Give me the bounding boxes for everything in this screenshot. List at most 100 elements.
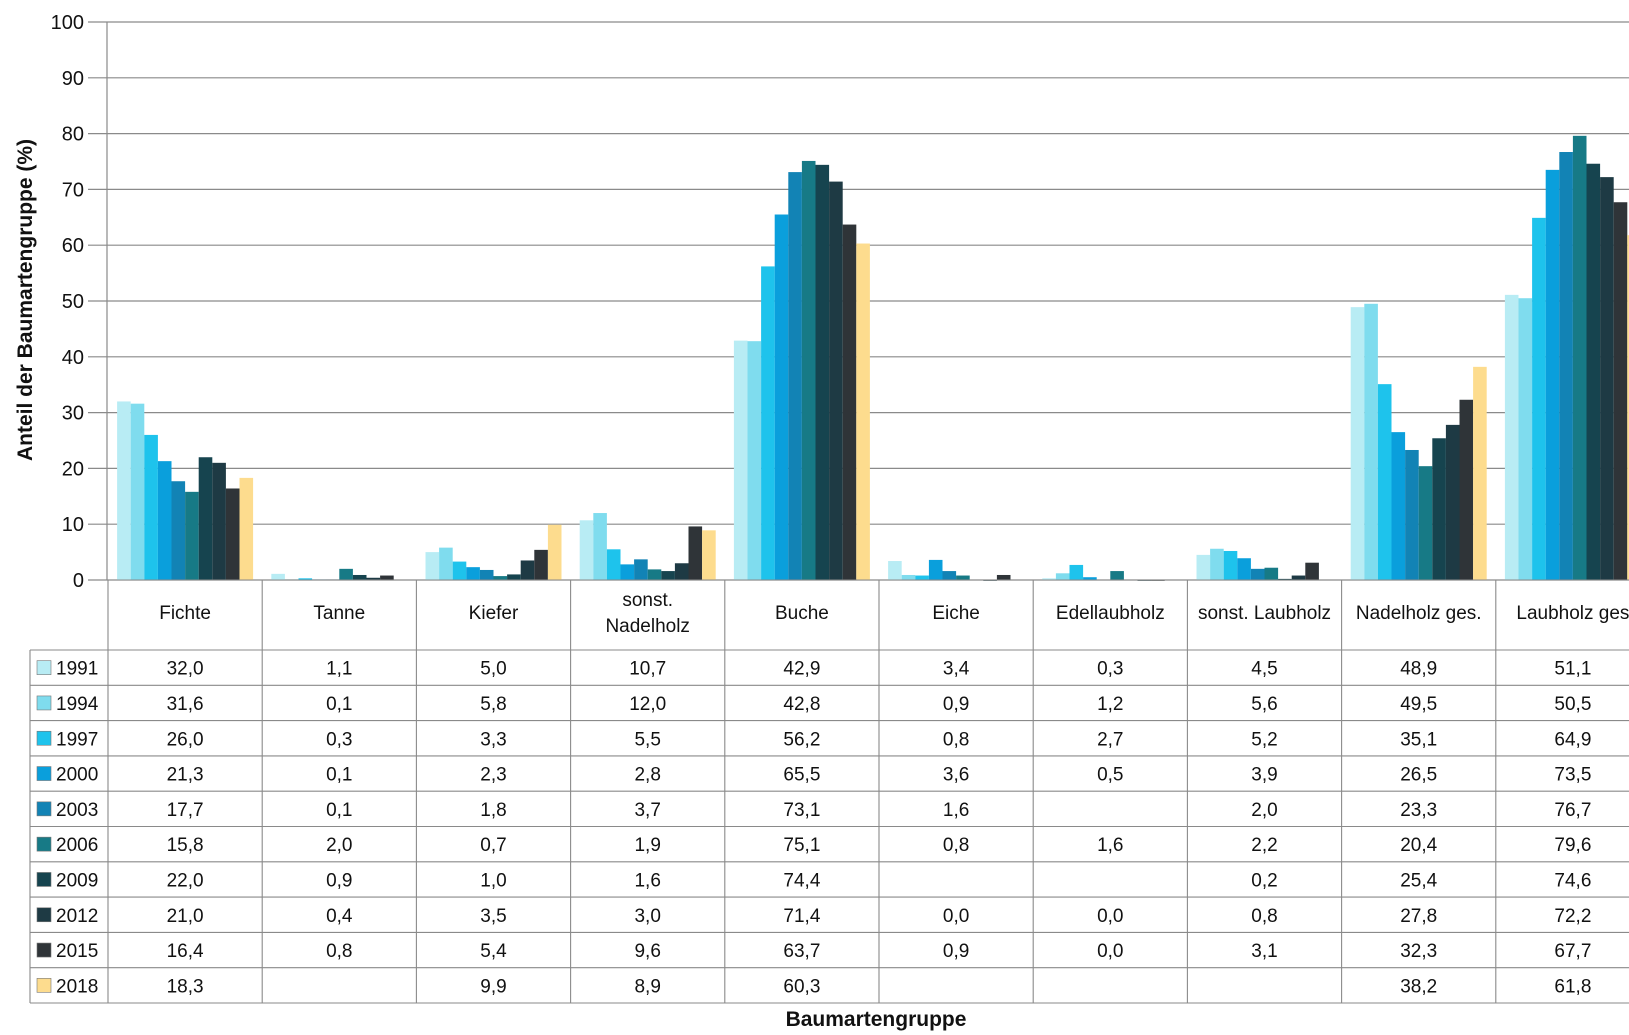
data-label: 74,4 [783,870,820,891]
bar-1991-6 [888,561,902,580]
data-label: 0,1 [326,694,352,715]
bar-2003-4 [634,559,648,580]
data-label: 3,9 [1251,765,1277,786]
bar-2006-3 [493,576,508,580]
data-label: 8,9 [634,976,660,997]
data-label: 0,4 [326,906,353,927]
data-label: 0,0 [1097,906,1123,927]
bar-2012-4 [674,563,689,580]
data-label: 0,1 [326,765,352,786]
category-label: Buche [775,603,829,624]
bar-2012-2 [366,577,381,580]
bar-1991-2 [271,573,285,580]
bars [117,135,1629,581]
bar-1997-5 [761,266,775,580]
data-label: 12,0 [629,694,666,715]
bar-2012-10 [1600,177,1614,580]
bar-2009-9 [1432,438,1446,580]
category-label: sonst. Nadelholz [605,590,690,637]
data-label: 32,0 [167,659,204,680]
data-label: 3,4 [943,659,970,680]
bar-1994-1 [130,403,145,580]
data-label: 5,5 [634,729,660,750]
data-label: 79,6 [1554,835,1591,856]
data-label: 1,1 [326,659,352,680]
data-label: 26,5 [1400,765,1437,786]
bar-2015-6 [996,574,1011,580]
y-axis-title: Anteil der Baumartengruppe (%) [14,139,37,461]
bar-1997-6 [915,575,929,580]
bar-1997-1 [144,434,158,580]
data-label: 74,6 [1554,870,1591,891]
y-tick-label: 0 [73,570,84,592]
data-label: 35,1 [1400,729,1437,750]
data-label: 22,0 [167,870,204,891]
y-tick-label: 70 [62,179,84,201]
legend-key-1997 [36,730,52,746]
data-label: 2,7 [1097,729,1123,750]
data-label: 9,6 [634,941,660,962]
bar-1994-4 [593,513,607,580]
y-tick-label: 100 [51,12,84,34]
bar-2006-8 [1264,567,1279,580]
data-label: 0,2 [1251,870,1277,891]
bar-1991-5 [733,340,748,580]
bar-2018-3 [547,524,562,580]
bar-1994-3 [439,547,453,580]
data-label: 48,9 [1400,659,1437,680]
data-label: 17,7 [167,800,204,821]
bar-2000-8 [1237,558,1251,580]
y-tick-label: 50 [62,291,84,313]
data-label: 5,0 [480,659,506,680]
bar-1991-10 [1504,294,1519,580]
bar-2006-2 [339,568,353,580]
data-label: 31,6 [167,694,204,715]
data-label: 1,2 [1097,694,1123,715]
data-label: 4,5 [1251,659,1277,680]
bar-2003-3 [479,569,494,580]
bar-2003-8 [1250,568,1265,580]
data-label: 2,0 [1251,800,1277,821]
bar-2006-1 [185,491,199,580]
data-label: 10,7 [629,659,666,680]
bar-2003-1 [171,481,186,580]
bar-2015-2 [380,575,394,580]
data-label: 15,8 [167,835,204,856]
bar-2009-4 [661,571,675,580]
bar-2012-8 [1291,575,1306,580]
bar-2000-1 [157,461,172,580]
legend-key-1994 [36,695,52,711]
legend-key-2006 [36,836,52,852]
data-label: 18,3 [167,976,204,997]
data-label: 1,9 [634,835,660,856]
legend-key-2015 [36,942,52,958]
bar-2000-10 [1545,169,1560,580]
bar-2015-5 [842,224,857,580]
legend-key-2012 [36,907,52,923]
bar-1997-4 [606,549,621,580]
bar-1997-3 [452,561,467,580]
bar-1997-8 [1223,550,1238,580]
bar-2015-9 [1459,399,1474,580]
data-label: 9,9 [480,976,506,997]
data-label: 2,3 [480,765,506,786]
data-label: 0,8 [943,729,969,750]
data-label: 67,7 [1554,941,1591,962]
bar-2006-10 [1572,135,1587,580]
data-label: 3,1 [1251,941,1277,962]
bar-2018-10 [1627,235,1629,580]
data-label: 50,5 [1554,694,1591,715]
legend-label-1994: 1994 [56,694,99,715]
y-tick-label: 80 [62,124,84,146]
legend-label-2006: 2006 [56,835,98,856]
data-label: 0,3 [326,729,352,750]
data-label: 20,4 [1400,835,1437,856]
x-axis-title: Baumartengruppe [786,1008,967,1031]
bar-2015-3 [534,549,548,580]
data-label: 1,6 [634,870,660,891]
data-label: 5,6 [1251,694,1277,715]
bar-2012-3 [520,560,535,580]
bar-2006-4 [647,569,662,580]
bar-2000-7 [1083,577,1097,580]
